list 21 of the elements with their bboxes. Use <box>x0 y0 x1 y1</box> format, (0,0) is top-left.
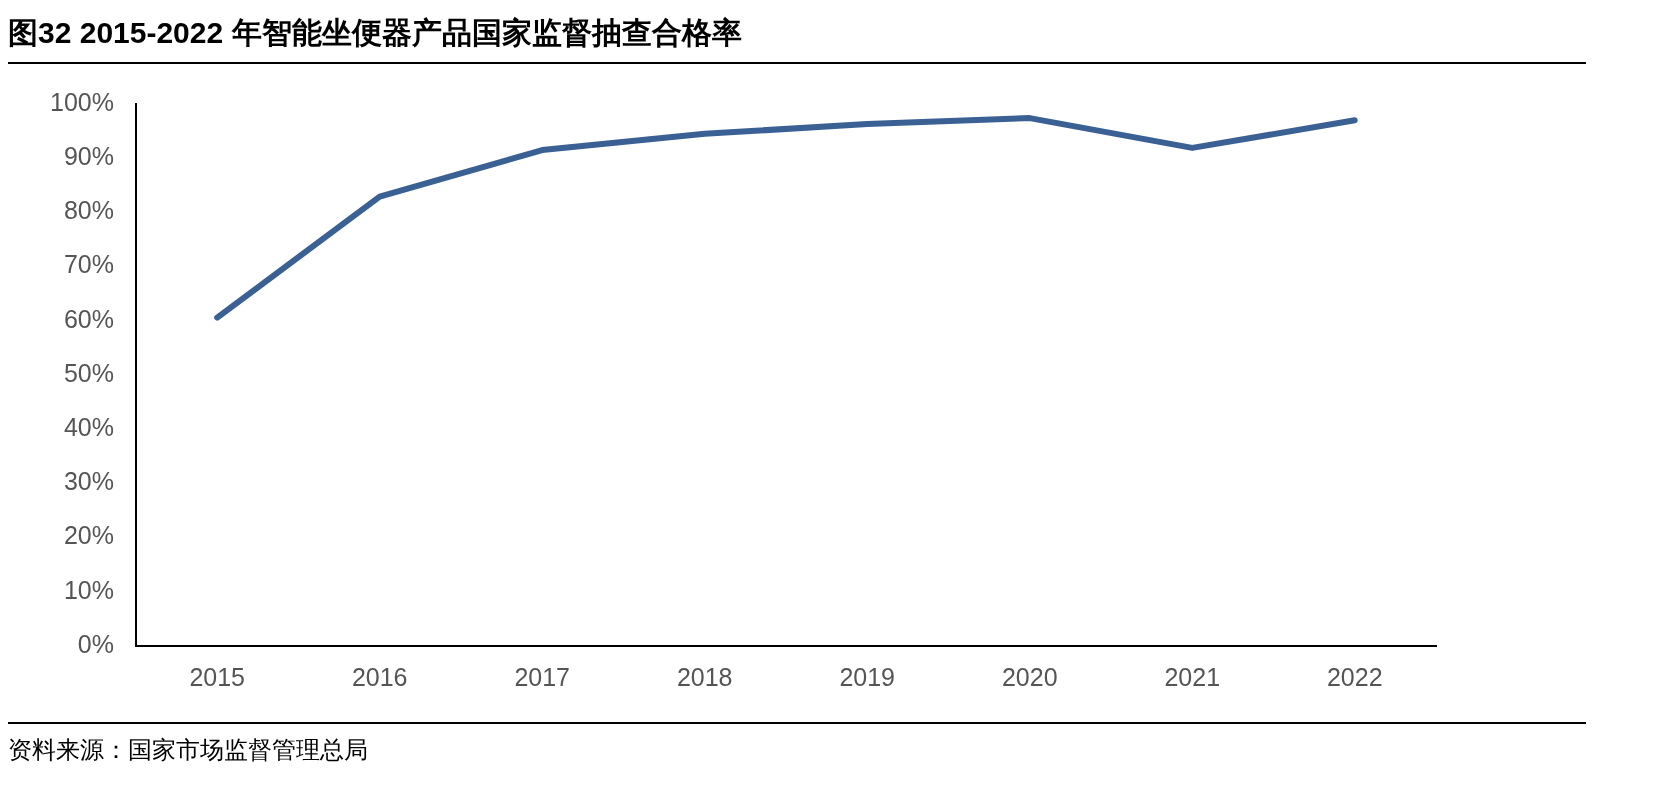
x-tick-label: 2017 <box>514 662 571 691</box>
y-tick-label: 100% <box>49 87 114 116</box>
y-tick-label: 0% <box>77 629 114 658</box>
y-tick-label: 90% <box>63 142 114 171</box>
x-tick-label: 2016 <box>351 662 408 691</box>
chart-title: 图32 2015-2022 年智能坐便器产品国家监督抽查合格率 <box>8 8 1586 64</box>
y-tick-label: 80% <box>63 196 114 225</box>
x-tick-label: 2021 <box>1164 662 1221 691</box>
y-tick-label: 40% <box>63 413 114 442</box>
y-tick-label: 70% <box>63 250 114 279</box>
text: 资料来源：国家市场监督管理总局 <box>8 735 369 766</box>
x-tick-label: 2018 <box>676 662 733 691</box>
x-tick-label: 2015 <box>189 662 246 691</box>
y-tick-label: 50% <box>63 358 114 387</box>
y-tick-label: 10% <box>63 575 114 604</box>
x-tick-label: 2020 <box>1001 662 1058 691</box>
y-tick-label: 60% <box>63 304 114 333</box>
x-tick-label: 2022 <box>1326 662 1383 691</box>
y-tick-label: 20% <box>63 521 114 550</box>
x-tick-label: 2019 <box>839 662 896 691</box>
y-tick-label: 30% <box>63 467 114 496</box>
